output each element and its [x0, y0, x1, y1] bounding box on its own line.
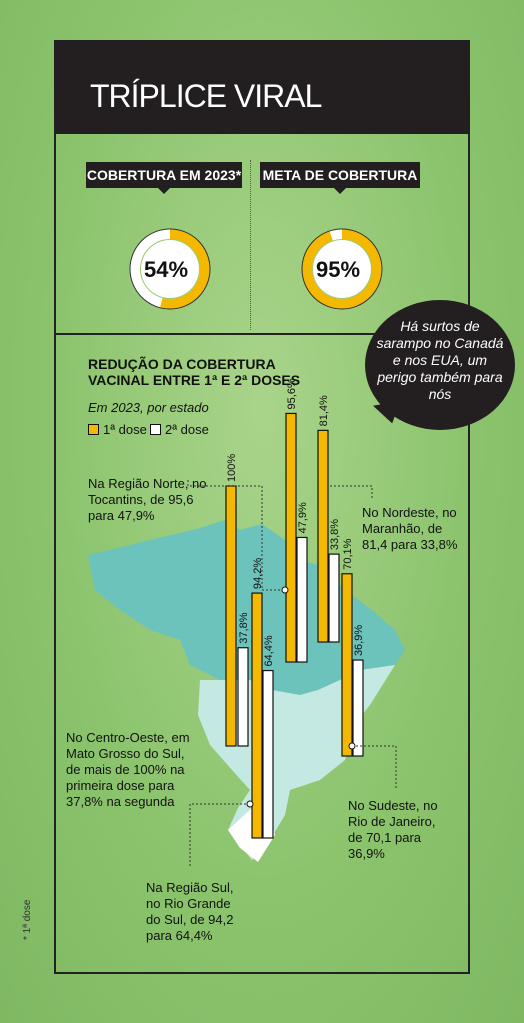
bar-first-dose-tocantins: [285, 412, 297, 663]
connector-dot: [246, 800, 254, 808]
annotation-sul: Na Região Sul, no Rio Grande do Sul, de …: [146, 880, 234, 943]
coverage-2023-label: COBERTURA EM 2023*: [86, 162, 242, 194]
bar-second-dose-rio-de-janeiro: [352, 659, 364, 757]
label-first-dose-mato-grosso-do-sul: 100%: [226, 454, 238, 482]
target-coverage-remaining: [329, 229, 343, 241]
annotation-centro-oeste: No Centro-Oeste, em Mato Grosso do Sul, …: [66, 730, 190, 809]
footnote: * 1ª dose: [22, 899, 33, 940]
bar-first-dose-maranhao: [317, 429, 329, 643]
legend-first-label: 1ª dose: [103, 422, 147, 437]
target-coverage-center: [313, 240, 371, 298]
label-second-dose-tocantins: 47,9%: [297, 502, 309, 533]
chart-title: REDUÇÃO DA COBERTURA VACINAL ENTRE 1ª E …: [88, 356, 301, 388]
stats-divider: [250, 160, 251, 330]
connector-dot: [281, 586, 289, 594]
target-coverage-donut: [301, 228, 383, 310]
label-first-dose-maranhao: 81,4%: [318, 395, 330, 426]
connector-line: [187, 480, 285, 591]
connector-line: [330, 485, 373, 500]
coverage-2023-outline: [129, 228, 211, 310]
page-title: TRÍPLICE VIRAL: [90, 78, 322, 114]
coverage-2023-center: [141, 240, 199, 298]
connector-line: [352, 745, 397, 790]
legend-second-label: 2ª dose: [165, 422, 209, 437]
target-coverage-value: 95%: [316, 257, 361, 282]
bar-second-dose-mato-grosso-do-sul: [237, 647, 249, 747]
map-north-region: [88, 520, 405, 695]
bar-first-dose-mato-grosso-do-sul: [225, 485, 237, 747]
label-first-dose-tocantins: 95,6%: [286, 378, 298, 409]
bar-second-dose-rio-grande-do-sul: [262, 669, 274, 839]
legend-second-dose: 2ª dose: [150, 422, 209, 437]
legend-second-swatch: [150, 424, 161, 435]
label-second-dose-rio-grande-do-sul: 64,4%: [263, 635, 275, 666]
target-coverage-label: META DE COBERTURA: [260, 162, 420, 194]
section-divider: [54, 333, 470, 335]
label-first-dose-rio-de-janeiro: 70,1%: [342, 538, 354, 569]
coverage-2023-value: 54%: [144, 257, 189, 282]
label-second-dose-maranhao: 33,8%: [329, 519, 341, 550]
callout-text: Há surtos de sarampo no Canadá e nos EUA…: [376, 318, 504, 402]
target-coverage-outline: [301, 228, 383, 310]
label-second-dose-rio-de-janeiro: 36,9%: [353, 625, 365, 656]
legend-first-dose: 1ª dose: [88, 422, 147, 437]
title-bar: TRÍPLICE VIRAL: [54, 40, 470, 134]
label-first-dose-rio-grande-do-sul: 94,2%: [252, 558, 264, 589]
bar-second-dose-maranhao: [328, 553, 340, 643]
annotation-norte: Na Região Norte, no Tocantins, de 95,6 p…: [88, 476, 207, 523]
annotation-sudeste: No Sudeste, no Rio de Janeiro, de 70,1 p…: [348, 798, 438, 861]
coverage-2023-remaining: [130, 229, 171, 308]
bar-first-dose-rio-de-janeiro: [341, 573, 353, 757]
coverage-2023-donut: [129, 228, 211, 310]
connector-dot: [348, 742, 356, 750]
label-second-dose-mato-grosso-do-sul: 37,8%: [238, 612, 250, 643]
bar-second-dose-tocantins: [296, 536, 308, 663]
callout-bubble: Há surtos de sarampo no Canadá e nos EUA…: [365, 300, 515, 430]
annotation-connectors: [187, 480, 397, 868]
chart-subtitle: Em 2023, por estado: [88, 400, 209, 415]
annotation-nordeste: No Nordeste, no Maranhão, de 81,4 para 3…: [362, 505, 458, 552]
bar-first-dose-rio-grande-do-sul: [251, 592, 263, 839]
legend-first-swatch: [88, 424, 99, 435]
connector-line: [189, 803, 250, 868]
